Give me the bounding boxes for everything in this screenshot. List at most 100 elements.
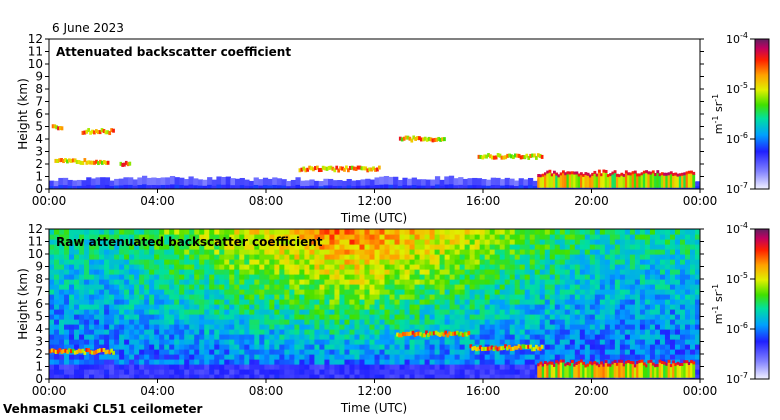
noise-cell <box>159 354 165 360</box>
noise-cell <box>609 289 616 295</box>
noise-cell <box>489 314 496 320</box>
dense-cloud-cell <box>645 366 648 378</box>
noise-cell <box>264 239 270 245</box>
noise-cell <box>494 359 501 365</box>
dense-cloud-cell <box>548 171 552 188</box>
noise-cell <box>329 299 336 305</box>
noise-cell <box>324 339 331 345</box>
noise-cell <box>304 334 310 340</box>
noise-cell <box>669 334 676 340</box>
noise-cell <box>94 329 100 335</box>
noise-cell <box>539 319 546 325</box>
noise-cell <box>99 264 105 270</box>
noise-cell <box>114 339 120 345</box>
noise-cell <box>344 244 351 250</box>
noise-cell <box>344 229 351 235</box>
noise-cell <box>484 234 491 240</box>
noise-cell <box>569 269 576 275</box>
noise-cell <box>569 294 576 300</box>
noise-cell <box>334 239 341 245</box>
cloud-cell <box>327 165 331 170</box>
noise-cell <box>239 299 245 305</box>
noise-cell <box>144 264 150 270</box>
noise-cell <box>469 329 476 335</box>
noise-cell <box>209 324 215 330</box>
noise-cell <box>604 344 611 350</box>
noise-cell <box>254 369 260 375</box>
noise-cell <box>629 269 636 275</box>
noise-cell <box>79 329 85 335</box>
noise-cell <box>519 244 526 250</box>
noise-cell <box>534 269 541 275</box>
noise-cell <box>364 309 371 315</box>
noise-cell <box>339 239 346 245</box>
noise-cell <box>509 309 516 315</box>
noise-cell <box>294 374 300 379</box>
noise-cell <box>364 264 371 270</box>
noise-cell <box>574 294 581 300</box>
noise-cell <box>59 309 65 315</box>
boundary-layer-cell <box>323 178 329 189</box>
boundary-layer-cell <box>76 179 83 189</box>
noise-cell <box>559 259 566 265</box>
noise-cell <box>604 249 611 255</box>
noise-cell <box>444 349 451 355</box>
noise-cell <box>474 279 481 285</box>
noise-cell <box>469 284 476 290</box>
noise-cell <box>409 284 416 290</box>
noise-cell <box>329 309 336 315</box>
noise-cell <box>364 239 371 245</box>
noise-cell <box>114 304 120 310</box>
noise-cell <box>219 364 225 370</box>
noise-cell <box>434 279 441 285</box>
noise-cell <box>339 334 346 340</box>
noise-cell <box>109 359 115 365</box>
dense-cloud-top <box>591 362 595 366</box>
x-tick-label: 08:00 <box>249 194 284 208</box>
noise-cell <box>589 284 596 290</box>
noise-cell <box>144 269 150 275</box>
noise-cell <box>234 259 240 265</box>
noise-cell <box>249 329 255 335</box>
noise-cell <box>459 349 466 355</box>
noise-cell <box>334 299 341 305</box>
noise-cell <box>394 339 401 345</box>
noise-cell <box>119 314 125 320</box>
noise-cell <box>539 329 546 335</box>
noise-cell <box>639 274 646 280</box>
noise-cell <box>274 364 280 370</box>
noise-cell <box>414 304 421 310</box>
noise-cell <box>309 329 316 335</box>
noise-cell <box>319 339 326 345</box>
noise-cell <box>484 324 491 330</box>
noise-cell <box>404 294 411 300</box>
noise-cell <box>364 354 371 360</box>
noise-cell <box>579 334 586 340</box>
noise-cell <box>244 339 250 345</box>
noise-cell <box>659 259 666 265</box>
noise-cell <box>154 254 160 260</box>
noise-cell <box>609 279 616 285</box>
noise-cell <box>339 274 346 280</box>
noise-cell <box>499 364 506 370</box>
noise-cell <box>244 279 250 285</box>
noise-cell <box>309 249 316 255</box>
boundary-layer-core <box>662 186 669 189</box>
noise-cell <box>579 304 586 310</box>
noise-cell <box>524 374 531 379</box>
noise-cell <box>459 234 466 240</box>
noise-cell <box>69 324 75 330</box>
noise-cell <box>159 369 165 375</box>
noise-cell <box>89 334 95 340</box>
boundary-layer-core <box>472 185 478 189</box>
noise-cell <box>579 269 586 275</box>
noise-cell <box>549 284 556 290</box>
noise-cell <box>344 329 351 335</box>
noise-cell <box>164 254 170 260</box>
noise-cell <box>204 259 210 265</box>
noise-cell <box>54 244 60 250</box>
noise-cell <box>554 344 561 350</box>
noise-cell <box>334 284 341 290</box>
noise-cell <box>639 304 646 310</box>
noise-cell <box>344 354 351 360</box>
